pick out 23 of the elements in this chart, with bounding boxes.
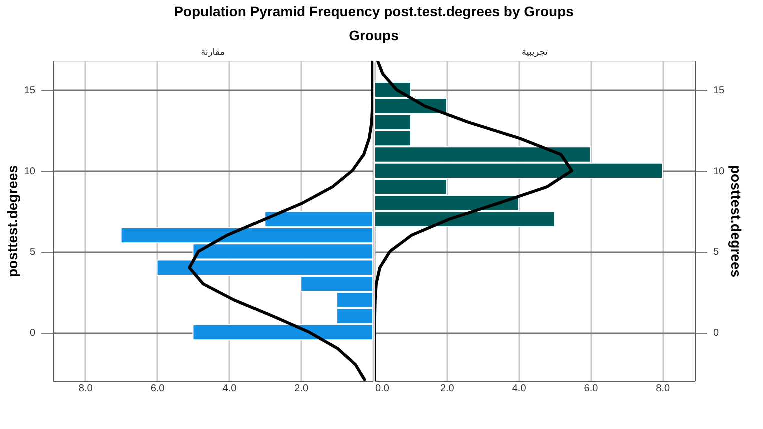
- chart-title: Population Pyramid Frequency post.test.degrees by Groups: [174, 4, 574, 20]
- y-tick-label: 15: [24, 86, 36, 97]
- y-tick-label: 5: [30, 247, 36, 258]
- y-tick-label: 0: [30, 328, 36, 340]
- x-tick-label: 0.0: [376, 384, 390, 394]
- text: تجريبية: [522, 48, 549, 58]
- y-tick-label: 0: [714, 328, 720, 340]
- y-axis-title: posttest.degrees: [4, 165, 20, 278]
- text: مقارنة: [201, 48, 226, 58]
- y-tick-label: 5: [714, 247, 720, 258]
- chart-subtitle: Groups: [349, 28, 400, 44]
- x-tick-label: 6.0: [584, 384, 599, 394]
- x-tick-label: 4.0: [512, 384, 527, 394]
- x-tick-label: 2.0: [294, 384, 309, 394]
- x-tick-label: 8.0: [78, 384, 94, 394]
- x-tick-label: 4.0: [222, 384, 238, 394]
- x-tick-label: 6.0: [150, 384, 166, 394]
- x-tick-label: 8.0: [656, 384, 671, 394]
- y-tick-label: 15: [714, 86, 726, 97]
- y-tick-label: 10: [714, 166, 726, 178]
- x-tick-label: 2.0: [440, 384, 455, 394]
- y-axis-title: posttest.degrees: [728, 165, 745, 278]
- y-tick-label: 10: [24, 166, 36, 178]
